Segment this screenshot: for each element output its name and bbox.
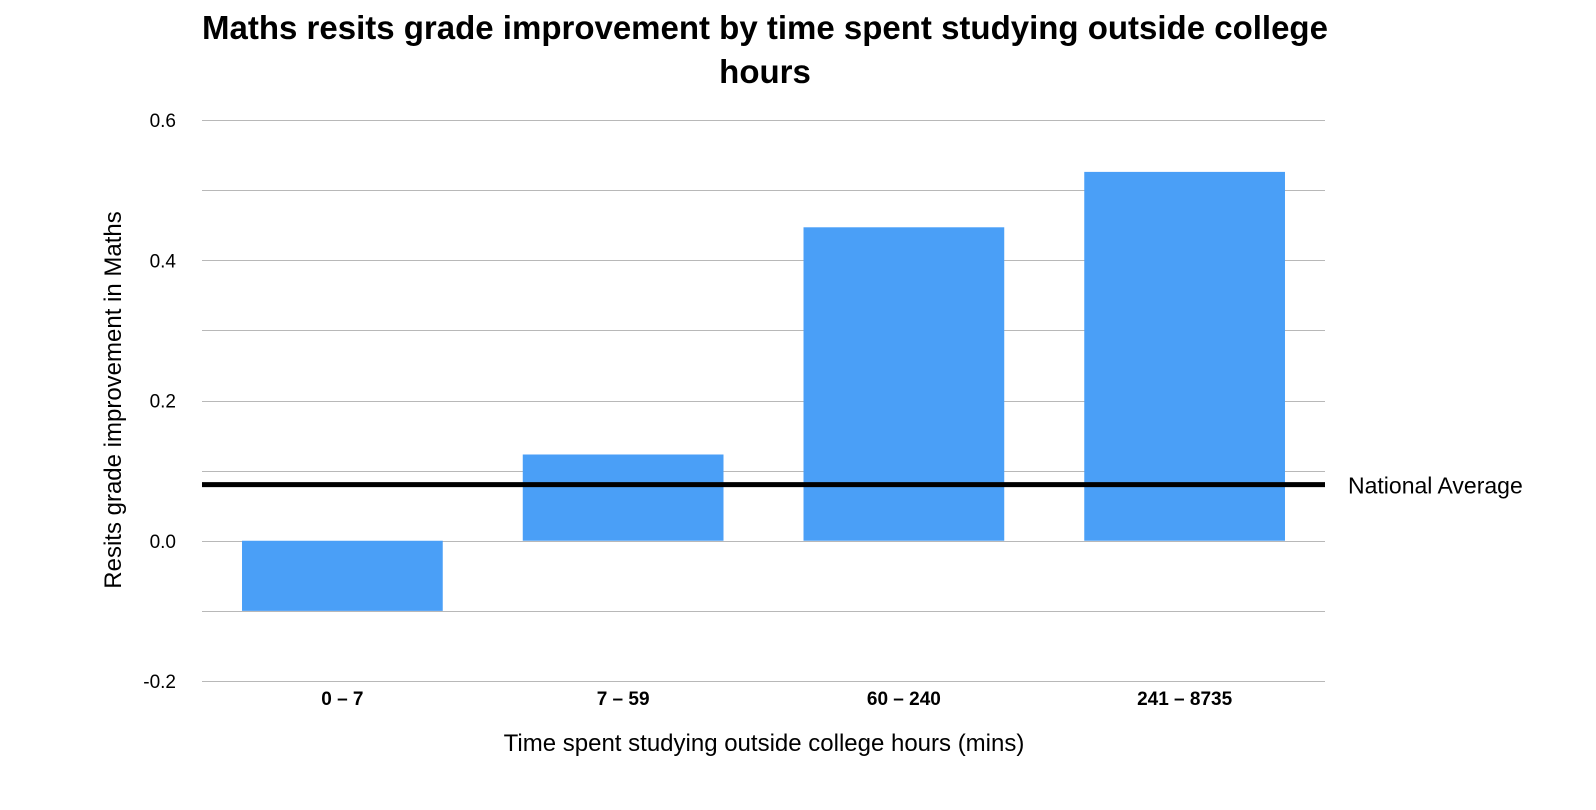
y-tick-labels: -0.2 0.0 0.2 0.4 0.6 xyxy=(143,111,176,693)
bar xyxy=(242,540,443,611)
y-tick-label: -0.2 xyxy=(143,672,176,693)
reference-line-label: National Average xyxy=(1348,473,1523,499)
chart-title: Maths resits grade improvement by time s… xyxy=(202,9,1328,90)
x-category-label: 7 – 59 xyxy=(597,689,650,710)
bar xyxy=(522,454,724,541)
y-tick-label: 0.6 xyxy=(150,111,176,132)
x-category-labels: 0 – 7 7 – 59 60 – 240 241 – 8735 xyxy=(321,689,1232,710)
x-category-label: 0 – 7 xyxy=(321,689,363,710)
y-tick-label: 0.4 xyxy=(150,251,177,272)
x-category-label: 241 – 8735 xyxy=(1137,689,1233,710)
bar xyxy=(803,227,1005,541)
y-tick-label: 0.2 xyxy=(150,392,176,413)
x-axis-title: Time spent studying outside college hour… xyxy=(504,730,1025,757)
y-axis-title: Resits grade improvement in Maths xyxy=(100,211,127,588)
y-tick-label: 0.0 xyxy=(150,532,176,553)
national-average-line: National Average xyxy=(202,473,1523,499)
x-category-label: 60 – 240 xyxy=(867,689,941,710)
bar xyxy=(1084,171,1285,541)
bars xyxy=(242,171,1285,611)
